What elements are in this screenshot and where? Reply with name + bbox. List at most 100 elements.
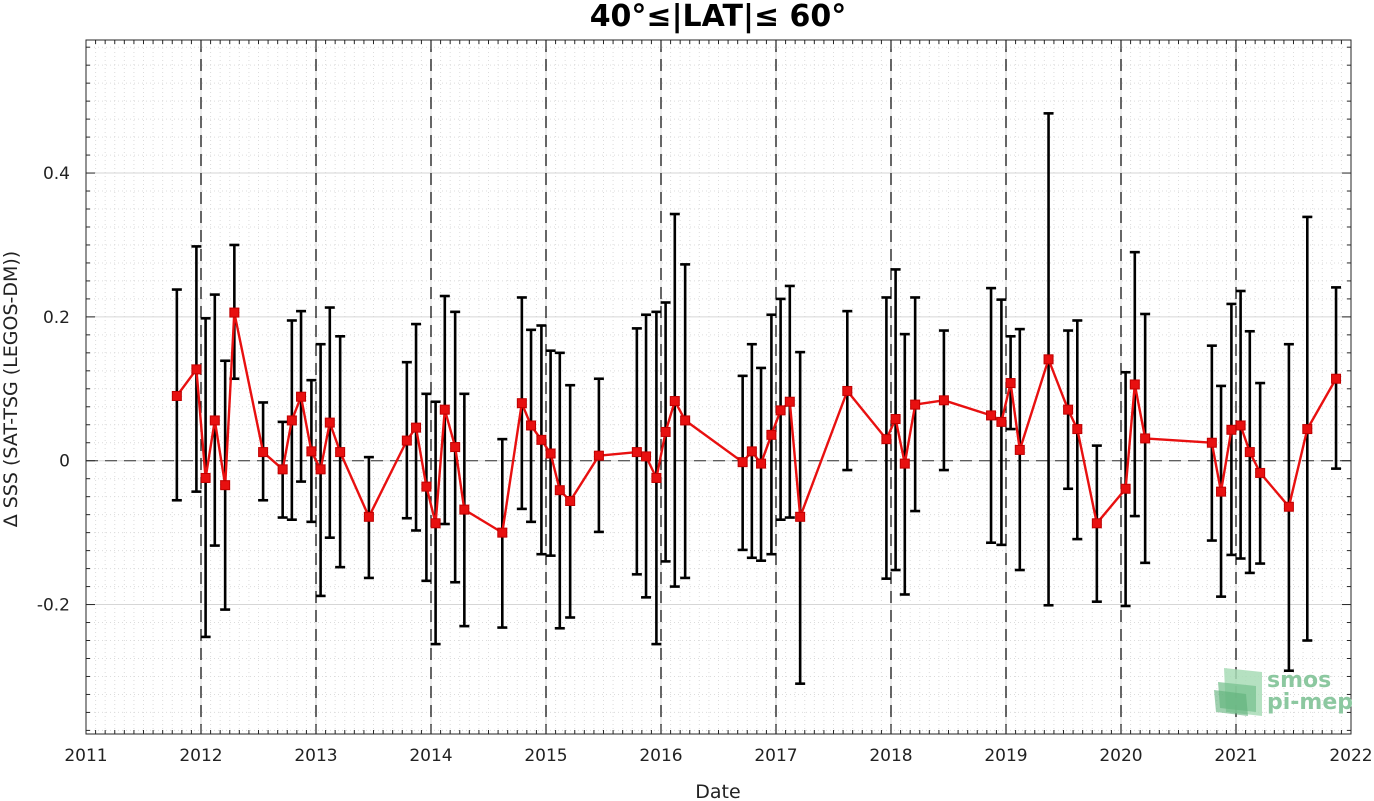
- x-tick-label: 2020: [1099, 746, 1142, 766]
- data-point: [1302, 424, 1313, 435]
- watermark-line-2: pi-mep: [1267, 690, 1353, 715]
- y-tick-label: 0: [59, 452, 70, 472]
- data-point: [756, 458, 767, 469]
- data-point: [526, 420, 537, 431]
- data-point: [680, 415, 691, 426]
- data-point: [1331, 373, 1342, 384]
- data-point: [775, 405, 786, 416]
- data-point: [411, 422, 422, 433]
- data-point: [171, 390, 182, 401]
- data-point: [938, 395, 949, 406]
- data-point: [200, 472, 211, 483]
- x-tick-label: 2018: [869, 746, 912, 766]
- x-tick-label: 2015: [524, 746, 567, 766]
- data-point: [1255, 467, 1266, 478]
- data-point: [1063, 404, 1074, 415]
- data-point: [296, 391, 307, 402]
- data-point: [565, 495, 576, 506]
- data-point: [306, 446, 317, 457]
- data-point: [1129, 379, 1140, 390]
- data-point: [536, 434, 547, 445]
- data-point: [737, 457, 748, 468]
- smos-logo-icon: [1214, 668, 1262, 716]
- data-point: [784, 396, 795, 407]
- data-point: [660, 426, 671, 437]
- data-point: [651, 472, 662, 483]
- data-point: [220, 480, 231, 491]
- data-point: [881, 434, 892, 445]
- data-point: [593, 450, 604, 461]
- data-point: [315, 464, 326, 475]
- x-tick-label: 2017: [754, 746, 797, 766]
- data-point: [545, 448, 556, 459]
- data-point: [516, 398, 527, 409]
- y-axis-label: Δ SSS (SAT-TSG (LEGOS-DM)): [0, 251, 22, 527]
- x-tick-label: 2011: [64, 746, 107, 766]
- x-tick-label: 2022: [1329, 746, 1372, 766]
- data-point: [421, 481, 432, 492]
- data-point: [766, 429, 777, 440]
- year-boundary-lines: [86, 40, 1351, 734]
- grid: [85, 40, 1352, 734]
- data-point: [899, 458, 910, 469]
- data-point: [209, 415, 220, 426]
- data-point: [286, 415, 297, 426]
- chart-title: 40°≤|LAT|≤ 60°: [590, 0, 847, 34]
- data-point: [401, 435, 412, 446]
- data-point: [910, 399, 921, 410]
- data-point: [1120, 483, 1131, 494]
- data-point: [497, 527, 508, 538]
- x-tick-label: 2014: [409, 746, 452, 766]
- data-point: [890, 414, 901, 425]
- data-point: [363, 511, 374, 522]
- data-point: [1005, 378, 1016, 389]
- data-point: [1140, 433, 1151, 444]
- data-point: [1226, 424, 1237, 435]
- y-tick-label: 0.4: [43, 164, 70, 184]
- watermark-line-1: smos: [1267, 668, 1331, 693]
- data-point: [996, 416, 1007, 427]
- x-tick-label: 2021: [1214, 746, 1257, 766]
- data-point: [191, 364, 202, 375]
- y-tick-label: -0.2: [37, 596, 70, 616]
- x-tick-label: 2012: [179, 746, 222, 766]
- data-point: [1235, 420, 1246, 431]
- data-point: [1283, 501, 1294, 512]
- x-tick-label: 2016: [639, 746, 682, 766]
- data-point: [986, 410, 997, 421]
- data-point: [746, 446, 757, 457]
- data-point: [229, 307, 240, 318]
- data-point: [335, 447, 346, 458]
- data-point: [277, 464, 288, 475]
- data-point: [641, 451, 652, 462]
- data-point: [258, 447, 269, 458]
- series-line: [175, 311, 1338, 534]
- data-point: [795, 511, 806, 522]
- series-points: [171, 307, 1342, 538]
- data-point: [1244, 447, 1255, 458]
- data-point: [1091, 518, 1102, 529]
- x-tick-label: 2013: [294, 746, 337, 766]
- watermark-logo: smos pi-mep: [1214, 668, 1353, 716]
- data-point: [1043, 354, 1054, 365]
- data-point: [324, 417, 335, 428]
- data-point: [1072, 424, 1083, 435]
- data-point: [1014, 444, 1025, 455]
- axes: 2011 2012 2013 2014 2015 2016 2017 2018 2019 2020…: [37, 39, 1373, 766]
- error-bars: [171, 112, 1342, 685]
- data-point: [459, 504, 470, 515]
- data-point: [439, 404, 450, 415]
- data-point: [631, 447, 642, 458]
- data-point: [554, 485, 565, 496]
- y-tick-label: 0.2: [43, 308, 70, 328]
- data-point: [669, 396, 680, 407]
- data-point: [1216, 486, 1227, 497]
- series-path: [175, 311, 1338, 534]
- data-point: [430, 518, 441, 529]
- x-tick-label: 2019: [984, 746, 1027, 766]
- data-point: [842, 385, 853, 396]
- data-point: [450, 442, 461, 453]
- data-point: [1206, 437, 1217, 448]
- x-axis-label: Date: [695, 781, 740, 801]
